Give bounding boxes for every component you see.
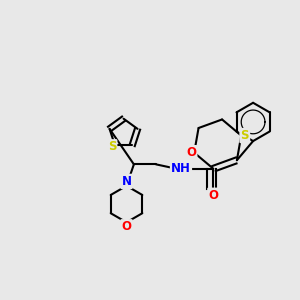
- Text: S: S: [108, 140, 116, 153]
- Text: O: O: [122, 220, 131, 233]
- Text: N: N: [122, 175, 131, 188]
- Text: S: S: [241, 129, 249, 142]
- Text: NH: NH: [171, 162, 191, 175]
- Text: O: O: [208, 189, 218, 202]
- Text: O: O: [186, 146, 196, 159]
